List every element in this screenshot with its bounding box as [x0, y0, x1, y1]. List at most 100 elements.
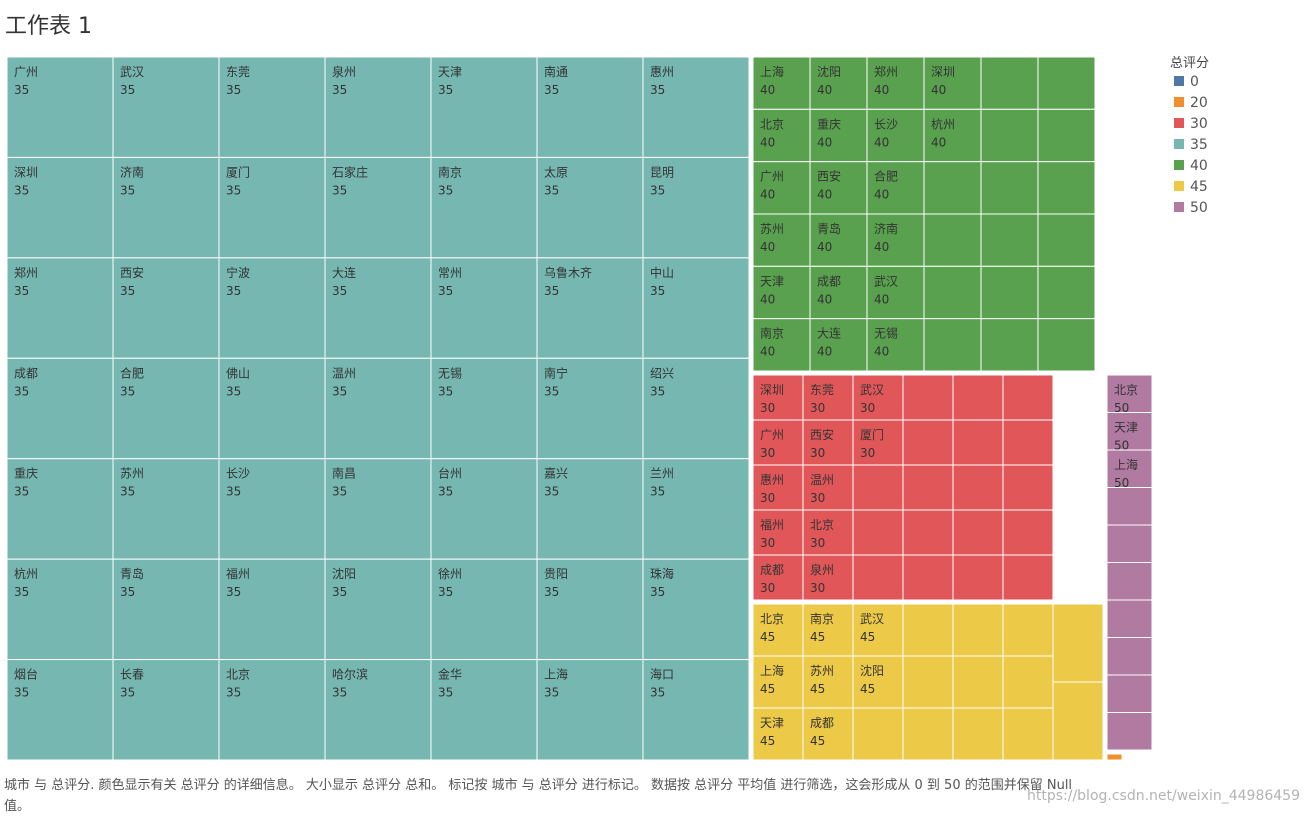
- cell-value: 35: [438, 384, 453, 398]
- treemap-cell: [1002, 603, 1054, 657]
- cell-value: 40: [874, 135, 889, 149]
- cell-value: 35: [438, 485, 453, 499]
- cell-value: 35: [650, 384, 665, 398]
- cell-name: 西安: [120, 265, 144, 280]
- cell-name: 南通: [544, 64, 568, 79]
- cell-name: 南京: [760, 326, 784, 341]
- treemap-cell: [642, 156, 750, 259]
- treemap-cell: [752, 554, 804, 601]
- cell-name: 徐州: [438, 566, 462, 581]
- legend-label: 50: [1190, 200, 1208, 216]
- cell-name: 苏州: [120, 467, 144, 481]
- cell-value: 35: [438, 284, 453, 298]
- cell-name: 长沙: [226, 467, 250, 481]
- treemap-cell: [218, 257, 326, 359]
- cell-name: 青岛: [817, 221, 841, 236]
- cell-value: 35: [14, 686, 29, 700]
- treemap-cell: [866, 213, 925, 267]
- treemap-cell: [642, 257, 750, 359]
- cell-name: 北京: [810, 518, 834, 532]
- legend-swatch: [1174, 160, 1184, 170]
- treemap-cell: [1002, 707, 1054, 761]
- treemap-cell: [809, 161, 868, 215]
- cell-name: 大连: [332, 265, 356, 280]
- legend-title: 总评分: [1170, 56, 1209, 71]
- treemap-cell: [1106, 449, 1153, 488]
- treemap-cell: [802, 374, 854, 421]
- cell-value: 30: [810, 491, 825, 505]
- cell-name: 北京: [1114, 383, 1138, 397]
- cell-name: 合肥: [874, 169, 898, 184]
- cell-name: 泉州: [810, 563, 834, 577]
- treemap-cell: [852, 603, 904, 657]
- cell-value: 35: [14, 384, 29, 398]
- cell-value: 35: [14, 485, 29, 499]
- cell-name: 台州: [438, 466, 462, 481]
- treemap-cell: [852, 509, 904, 556]
- treemap-cell: [1037, 161, 1096, 215]
- cell-name: 青岛: [120, 566, 144, 581]
- cell-value: 30: [860, 401, 875, 415]
- treemap-cell: [430, 558, 538, 661]
- treemap-cell: [852, 464, 904, 511]
- treemap-cell: [6, 458, 114, 560]
- treemap-cell: [923, 213, 982, 267]
- treemap-cell: [980, 161, 1039, 215]
- treemap-cell: [1106, 374, 1153, 413]
- legend-swatch: [1174, 97, 1184, 107]
- treemap-cell: [852, 419, 904, 466]
- treemap-cell: [1002, 464, 1054, 511]
- cell-value: 35: [438, 585, 453, 599]
- cell-value: 40: [931, 135, 946, 149]
- cell-value: 35: [332, 183, 347, 197]
- cell-value: 30: [810, 401, 825, 415]
- treemap-cell: [923, 265, 982, 320]
- treemap-cell: [1037, 318, 1096, 372]
- cell-name: 哈尔滨: [332, 667, 368, 682]
- treemap-cell: [642, 659, 750, 761]
- legend-swatch: [1174, 118, 1184, 128]
- cell-value: 35: [120, 686, 135, 700]
- treemap-cell: [923, 161, 982, 215]
- treemap-cell: [6, 257, 114, 359]
- cell-name: 杭州: [931, 116, 955, 131]
- cell-value: 45: [860, 630, 875, 644]
- treemap-cell: [1106, 674, 1153, 713]
- treemap-cell: [1106, 712, 1153, 751]
- legend-label: 40: [1190, 158, 1208, 174]
- cell-value: 40: [760, 188, 775, 202]
- treemap-cell: [1106, 524, 1153, 563]
- cell-value: 35: [650, 284, 665, 298]
- treemap-cell: [952, 509, 1004, 556]
- treemap-cell: [952, 707, 1004, 761]
- treemap-cell: [218, 458, 326, 560]
- legend-label: 20: [1190, 95, 1208, 111]
- treemap-cell: [536, 357, 644, 460]
- treemap-cell: [752, 161, 811, 215]
- cell-value: 35: [650, 183, 665, 197]
- treemap-cell: [902, 554, 954, 601]
- cell-name: 常州: [438, 266, 462, 280]
- treemap-cell: [112, 56, 220, 158]
- legend-label: 0: [1190, 74, 1199, 90]
- treemap-cell: [802, 464, 854, 511]
- cell-value: 35: [226, 686, 241, 700]
- treemap-cell: [866, 161, 925, 215]
- cell-name: 长春: [120, 668, 144, 682]
- cell-name: 大连: [817, 326, 841, 341]
- treemap-cell: [6, 156, 114, 259]
- treemap-cell: [852, 554, 904, 601]
- legend-swatch: [1174, 181, 1184, 191]
- legend-label: 30: [1190, 116, 1208, 132]
- cell-value: 35: [544, 83, 559, 97]
- legend-swatch: [1174, 139, 1184, 149]
- cell-value: 40: [817, 188, 832, 202]
- cell-value: 30: [760, 491, 775, 505]
- cell-value: 35: [14, 183, 29, 197]
- treemap-cell: [1037, 56, 1096, 110]
- cell-name: 苏州: [810, 664, 834, 678]
- cell-name: 广州: [760, 428, 784, 442]
- treemap-cell: [1002, 509, 1054, 556]
- cell-name: 成都: [760, 563, 784, 577]
